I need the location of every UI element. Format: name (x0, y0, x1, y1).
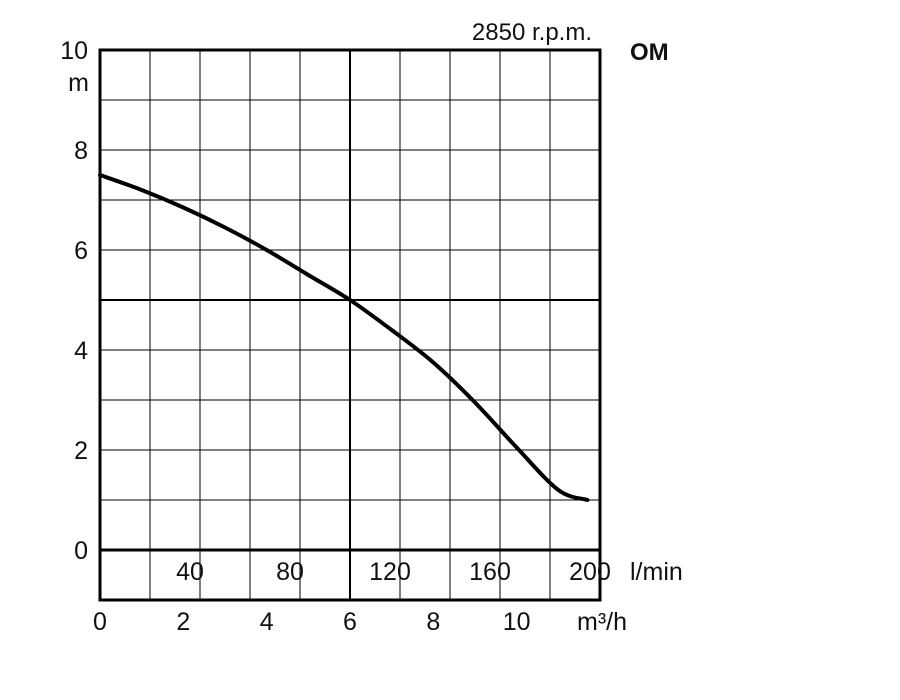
x-tick-label-m3h: 0 (93, 608, 107, 636)
grid (100, 50, 600, 600)
speed-label: 2850 r.p.m. (472, 19, 592, 46)
x-tick-label-lmin: 120 (369, 558, 411, 586)
x-unit-lmin: l/min (630, 558, 683, 586)
x-unit-m3h: m³/h (577, 608, 627, 636)
y-tick-label: 4 (74, 337, 88, 365)
curve-layer (98, 173, 590, 502)
x-tick-label-m3h: 8 (426, 608, 440, 636)
y-tick-label: 2 (74, 437, 88, 465)
x-tick-label-m3h: 10 (503, 608, 531, 636)
x-tick-label-lmin: 80 (276, 558, 304, 586)
head-flow-curve (98, 173, 590, 502)
x-tick-label-m3h: 6 (343, 608, 357, 636)
x-tick-label-lmin: 160 (469, 558, 511, 586)
y-tick-label: 10 (60, 37, 88, 65)
y-axis-unit: m (68, 69, 89, 97)
x-tick-label-lmin: 40 (176, 558, 204, 586)
axis-labels: 0 2 4 6 8 10 40 80 120 160 200 0 2 4 6 8 10 (60, 37, 611, 636)
model-label: OM (630, 39, 669, 66)
y-tick-label: 0 (74, 537, 88, 565)
plot-frame (98, 48, 602, 602)
x-tick-label-m3h: 2 (176, 608, 190, 636)
y-tick-label: 6 (74, 237, 88, 265)
x-tick-label-lmin: 200 (569, 558, 611, 586)
y-tick-label: 8 (74, 137, 88, 165)
x-tick-label-m3h: 4 (260, 608, 274, 636)
